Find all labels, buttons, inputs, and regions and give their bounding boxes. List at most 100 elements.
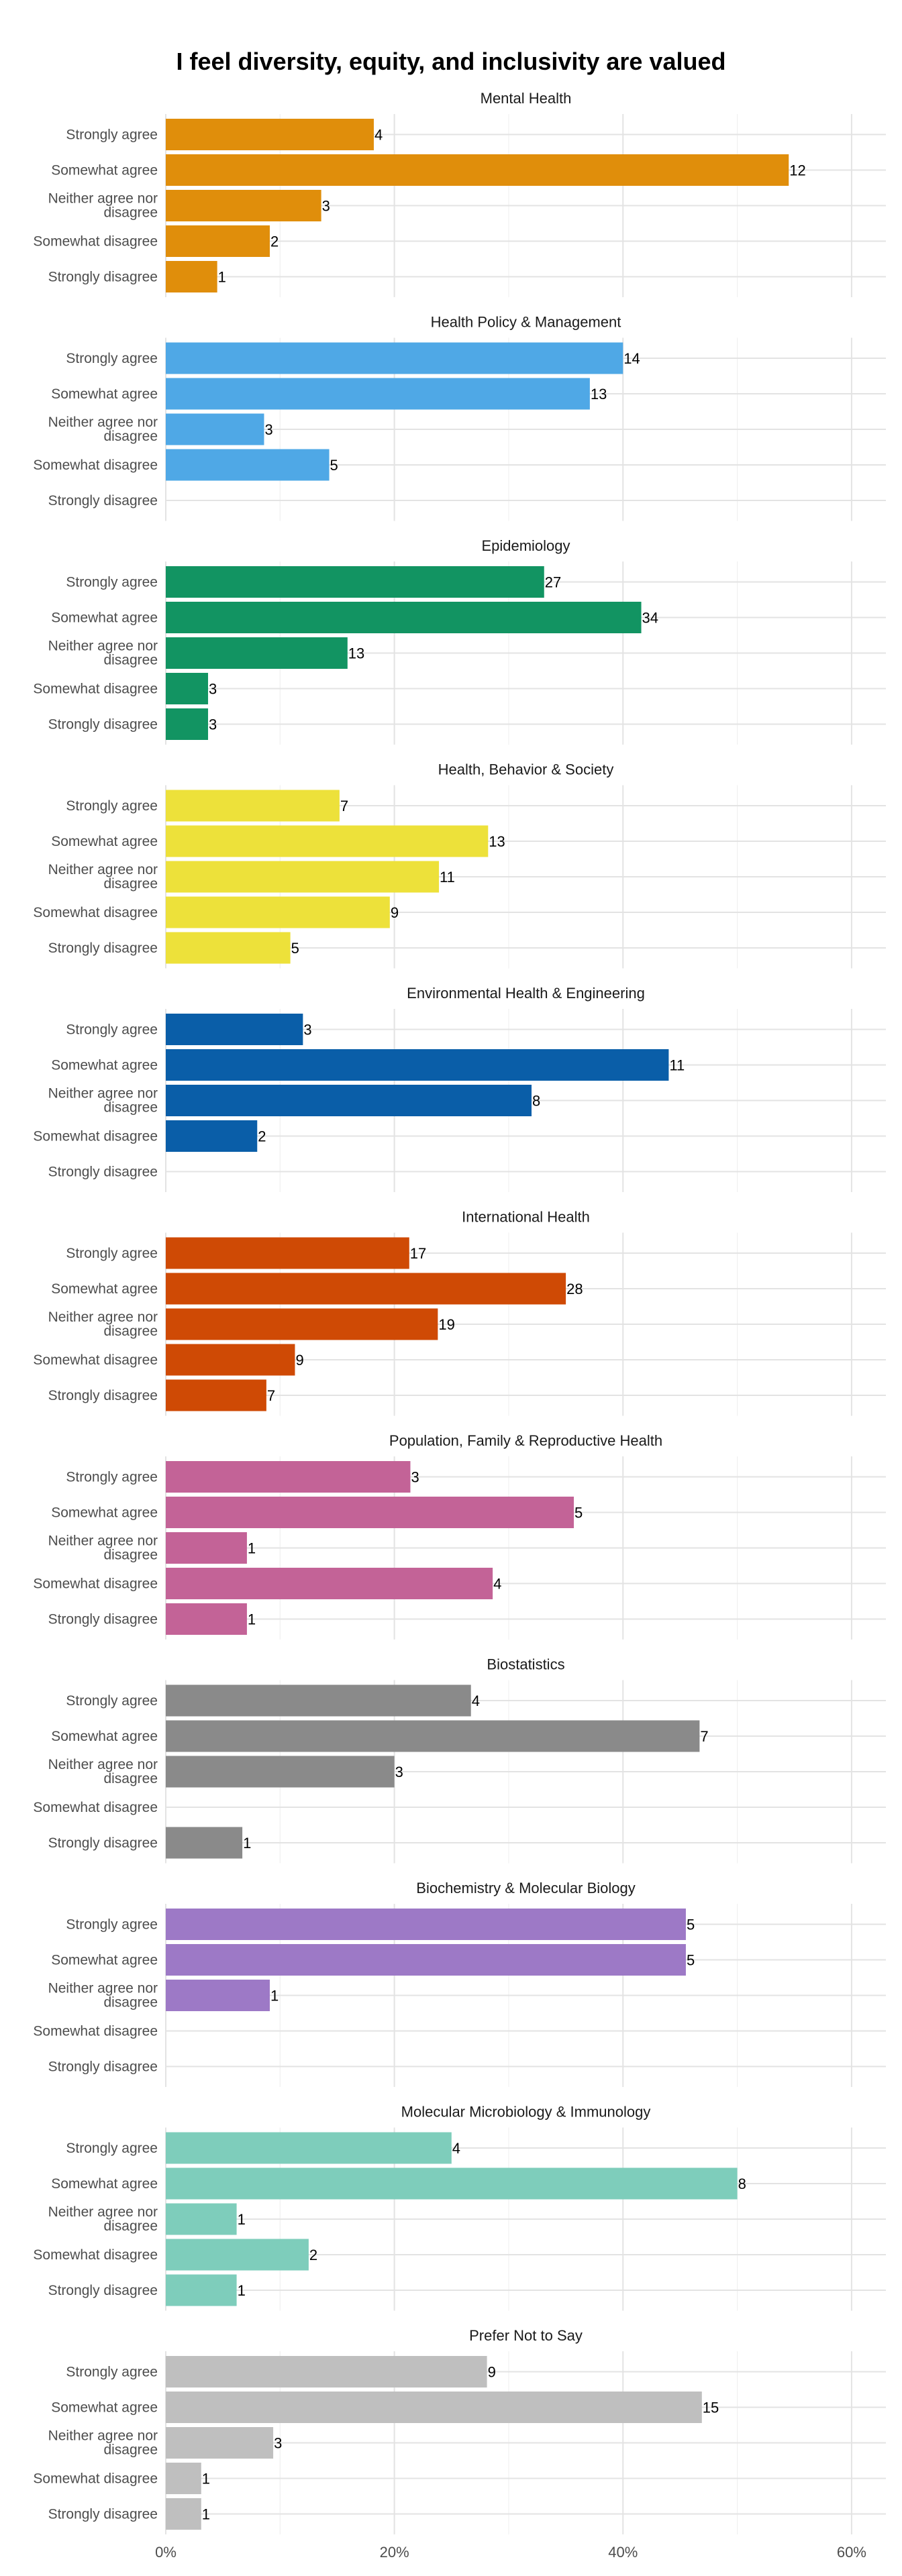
data-label: 15: [703, 2400, 719, 2416]
bar: [166, 2463, 201, 2494]
data-label: 7: [340, 798, 348, 814]
bar: [166, 225, 270, 257]
data-label: 3: [395, 1764, 403, 1780]
category-label: Somewhat agree: [51, 1505, 158, 1521]
bar: [166, 1237, 409, 1269]
category-label: Neither agree nor disagree: [48, 1086, 158, 1116]
data-label: 3: [264, 421, 272, 438]
category-label: Strongly disagree: [48, 941, 158, 956]
data-label: 5: [291, 940, 299, 957]
category-label: Somewhat agree: [51, 1729, 158, 1744]
data-label: 3: [274, 2435, 282, 2452]
data-label: 1: [202, 2506, 210, 2523]
category-label: Neither agree nor disagree: [48, 862, 158, 892]
panel-mental-health: Mental Health Strongly agree 4 Somewhat agr…: [33, 90, 886, 297]
bar: [166, 1273, 566, 1305]
bar: [166, 2427, 274, 2459]
bar: [166, 1827, 243, 1859]
category-label: Strongly disagree: [48, 1388, 158, 1403]
bar: [166, 1980, 270, 2011]
chart-panels: Mental Health Strongly agree 4 Somewhat agr…: [33, 90, 886, 2534]
category-label: Strongly disagree: [48, 1165, 158, 1180]
category-label: Somewhat agree: [51, 834, 158, 849]
x-tick-label: 20%: [380, 2544, 409, 2561]
data-label: 13: [348, 645, 364, 662]
category-label: Somewhat disagree: [33, 2471, 158, 2487]
data-label: 9: [488, 2364, 496, 2381]
bar: [166, 413, 264, 445]
category-label: Strongly agree: [66, 2365, 158, 2380]
category-label: Neither agree nor disagree: [48, 1981, 158, 2010]
category-label: Strongly disagree: [48, 717, 158, 733]
category-label: Neither agree nor disagree: [48, 1309, 158, 1339]
data-label: 4: [472, 1693, 480, 1709]
bar: [166, 1756, 395, 1788]
data-label: 5: [574, 1505, 583, 1521]
data-label: 2: [309, 2247, 317, 2263]
panel-title: Epidemiology: [481, 537, 570, 554]
data-label: 28: [566, 1281, 583, 1297]
bar: [166, 790, 340, 822]
category-label: Somewhat disagree: [33, 2247, 158, 2263]
data-label: 14: [623, 350, 640, 367]
category-label: Neither agree nor disagree: [48, 1757, 158, 1786]
data-label: 1: [202, 2471, 210, 2487]
category-label: Somewhat disagree: [33, 2024, 158, 2039]
bar: [166, 2132, 452, 2164]
bar: [166, 708, 209, 740]
category-label: Strongly disagree: [48, 1835, 158, 1851]
bar: [166, 896, 390, 928]
category-label: Strongly agree: [66, 575, 158, 590]
data-label: 17: [410, 1245, 426, 1262]
data-label: 3: [303, 1022, 311, 1038]
bar: [166, 1014, 303, 1045]
panel-biostatistics: Biostatistics Strongly agree 4 Somewhat agr…: [33, 1656, 886, 1864]
panel-title: International Health: [462, 1209, 590, 1226]
data-label: 7: [267, 1387, 275, 1404]
data-label: 4: [374, 127, 383, 144]
panel-population-family-reproductive-health: Population, Family & Reproductive Health…: [33, 1432, 886, 1640]
bar: [166, 119, 374, 150]
category-label: Strongly disagree: [48, 2059, 158, 2075]
bar: [166, 1532, 247, 1564]
data-label: 2: [258, 1128, 266, 1145]
panel-title: Mental Health: [481, 90, 572, 107]
category-label: Somewhat agree: [51, 163, 158, 178]
category-label: Somewhat disagree: [33, 905, 158, 920]
bar: [166, 1720, 700, 1752]
bar: [166, 1049, 669, 1081]
panel-title: Population, Family & Reproductive Health: [389, 1432, 662, 1449]
bar: [166, 1308, 438, 1340]
panel-title: Biostatistics: [487, 1656, 564, 1673]
data-label: 2: [270, 233, 279, 250]
data-label: 9: [295, 1352, 303, 1368]
category-label: Strongly disagree: [48, 2283, 158, 2298]
category-label: Neither agree nor disagree: [48, 1534, 158, 1563]
bar: [166, 190, 321, 221]
data-label: 4: [452, 2140, 460, 2157]
data-label: 27: [545, 574, 561, 591]
panel-epidemiology: Epidemiology Strongly agree 27 Somewhat agr…: [33, 537, 886, 745]
bar: [166, 825, 489, 857]
category-label: Somewhat agree: [51, 2400, 158, 2416]
data-label: 1: [248, 1540, 256, 1557]
category-label: Somewhat disagree: [33, 682, 158, 697]
category-label: Strongly agree: [66, 127, 158, 143]
data-label: 1: [218, 269, 226, 286]
bar: [166, 2239, 309, 2271]
category-label: Strongly disagree: [48, 270, 158, 285]
category-label: Neither agree nor disagree: [48, 2204, 158, 2234]
data-label: 1: [238, 2282, 246, 2299]
bar: [166, 378, 590, 410]
category-label: Neither agree nor disagree: [48, 415, 158, 444]
category-label: Somewhat disagree: [33, 1576, 158, 1592]
bar: [166, 1120, 258, 1152]
data-label: 3: [209, 716, 217, 733]
category-label: Strongly agree: [66, 1022, 158, 1038]
data-label: 7: [700, 1728, 708, 1745]
category-label: Strongly disagree: [48, 1612, 158, 1627]
panel-biochemistry-molecular-biology: Biochemistry & Molecular Biology Strongly…: [33, 1880, 886, 2087]
bar: [166, 1603, 247, 1635]
bar: [166, 1944, 686, 1976]
